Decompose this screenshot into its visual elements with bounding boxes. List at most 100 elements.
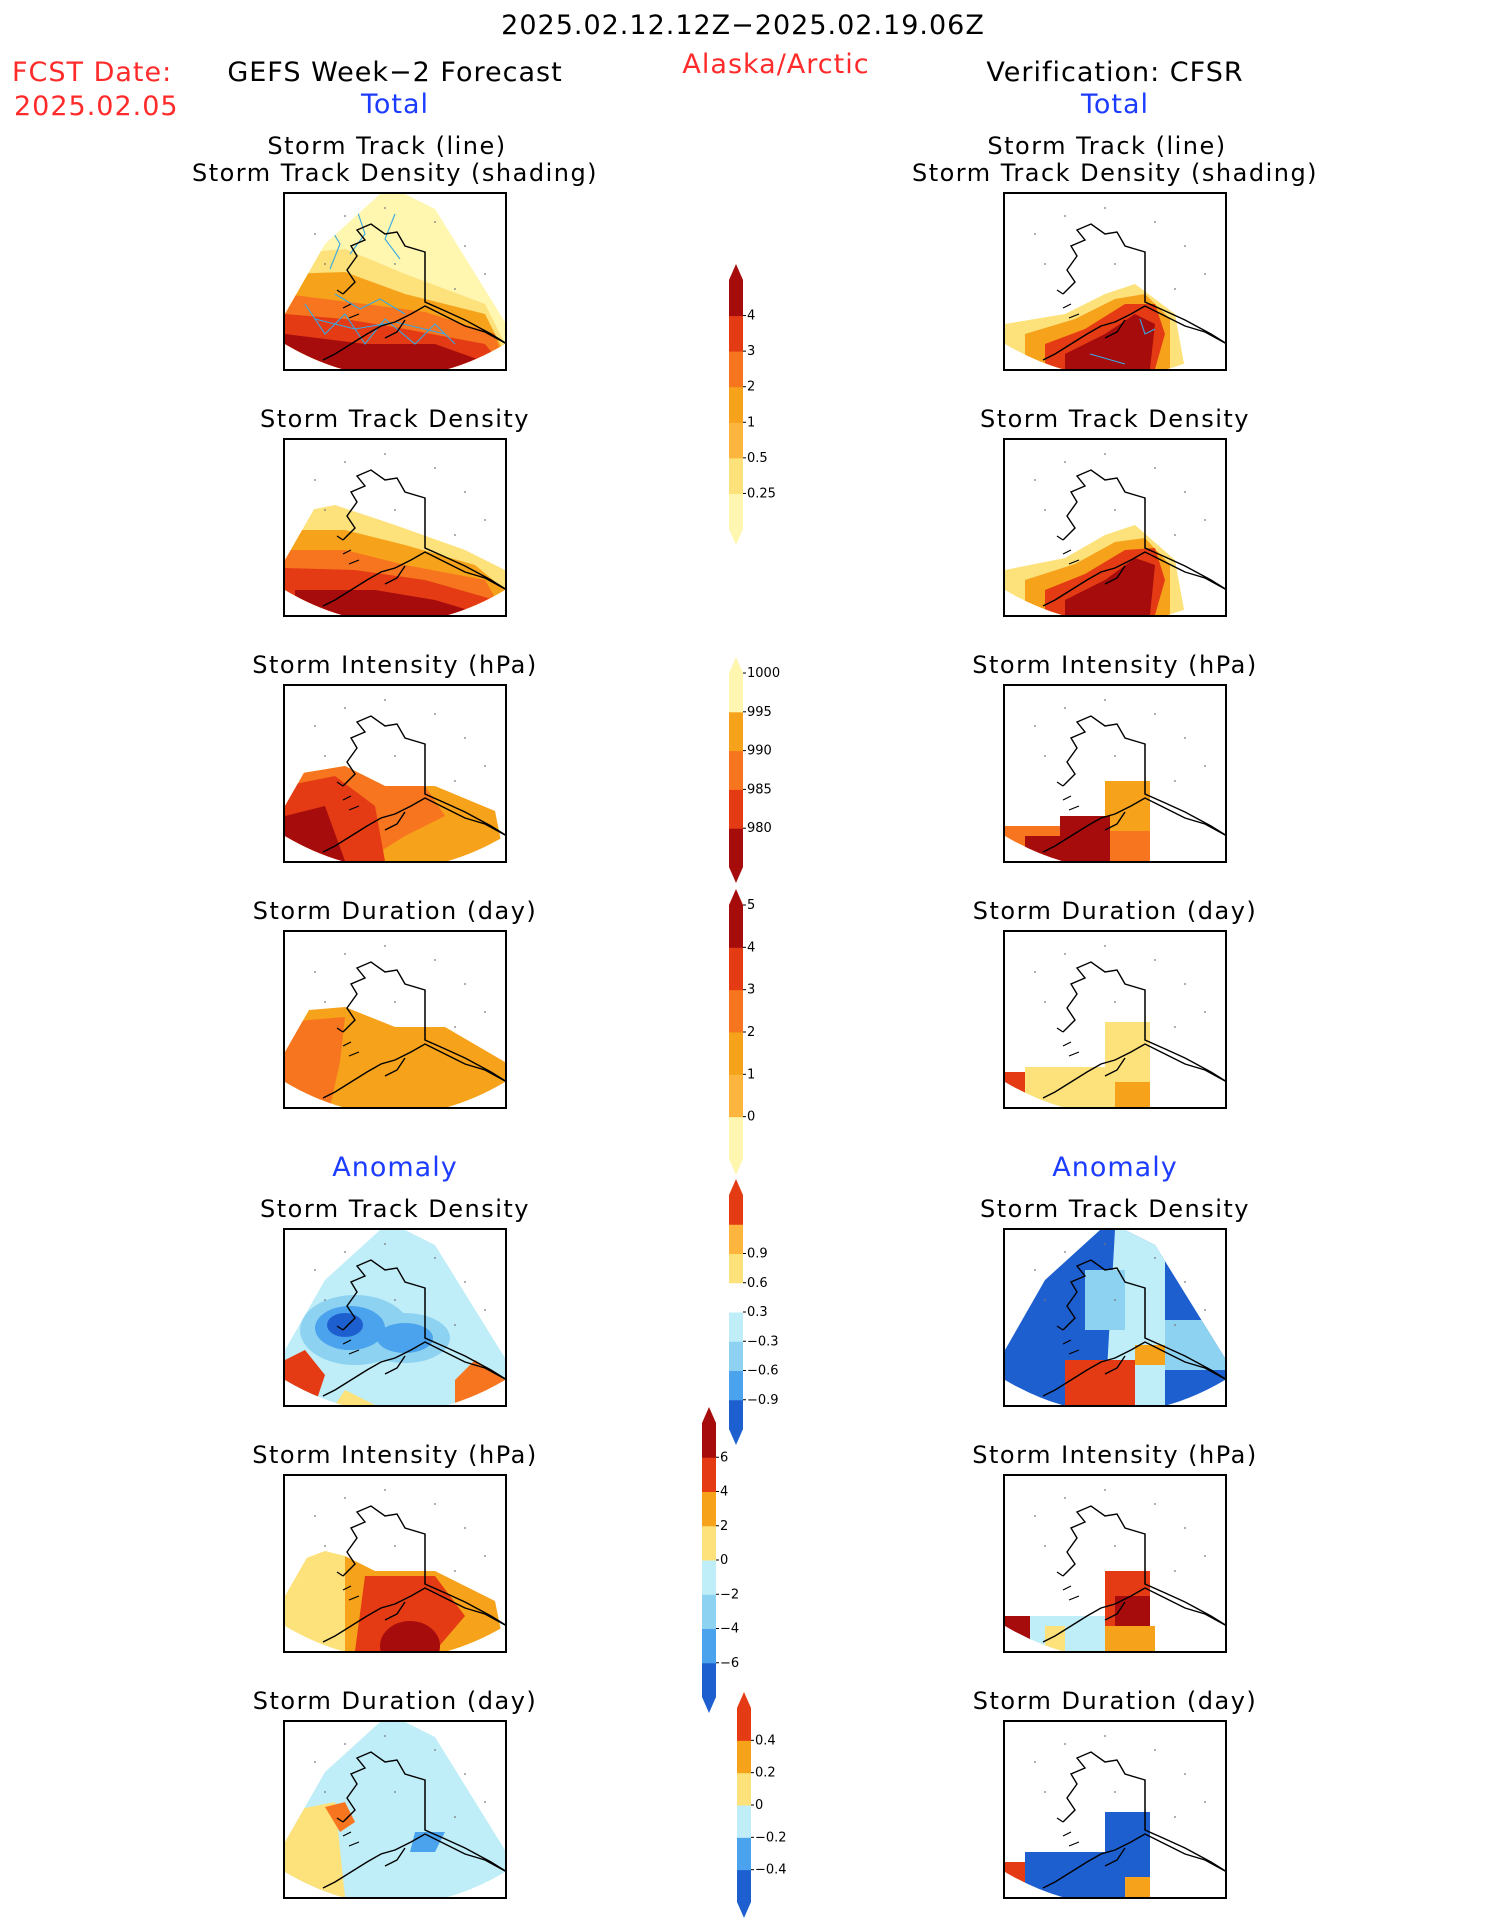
- right-duration-title: Storm Duration (day): [972, 897, 1258, 925]
- density-total-segment: [729, 351, 743, 388]
- valid-period: 2025.02.12.12Z−2025.02.19.06Z: [501, 10, 985, 41]
- intensity-anomaly-segment: [702, 1457, 716, 1492]
- intensity-anomaly-segment: [702, 1628, 716, 1664]
- right-intensity-title: Storm Intensity (hPa): [972, 651, 1258, 679]
- map-gefs-density-anomaly: [283, 1228, 507, 1407]
- duration-total-label: 5: [747, 898, 755, 913]
- intensity-total-segment: [729, 750, 743, 790]
- density-total-top-arrow: [729, 264, 743, 280]
- intensity-anomaly-segment: [702, 1491, 716, 1527]
- duration-anomaly-label: 0.2: [755, 1766, 776, 1781]
- right-anom-intensity-title: Storm Intensity (hPa): [972, 1441, 1258, 1469]
- duration-anomaly-segment: [737, 1708, 751, 1741]
- colorbar-duration-total: 0 1 2 3 4 5: [725, 887, 785, 1177]
- right-total-label: Total: [1080, 89, 1150, 120]
- density-anomaly-label: 0.9: [747, 1247, 768, 1262]
- intensity-anomaly-label: 0: [720, 1553, 728, 1568]
- density-anomaly-top-arrow: [729, 1179, 743, 1195]
- right-track-shading-title: Storm Track Density (shading): [911, 159, 1319, 187]
- density-anomaly-segment: [729, 1253, 743, 1284]
- duration-total-segment: [729, 947, 743, 991]
- duration-total-label: 0: [747, 1110, 755, 1125]
- duration-anomaly-segment: [737, 1869, 751, 1903]
- colorbar-density-total: 0.25 0.5 1 2 3 4: [725, 262, 785, 547]
- duration-total-label: 1: [747, 1067, 755, 1082]
- density-anomaly-label: −0.9: [747, 1393, 779, 1408]
- density-anomaly-segment: [729, 1370, 743, 1401]
- right-density-title: Storm Track Density: [980, 405, 1250, 433]
- map-cfsr-intensity: [1003, 684, 1227, 863]
- duration-total-label: 4: [747, 940, 755, 955]
- intensity-total-segment: [729, 673, 743, 713]
- duration-total-segment: [729, 1032, 743, 1075]
- left-track-shading-title: Storm Track Density (shading): [191, 159, 599, 187]
- intensity-total-label: 995: [747, 705, 772, 720]
- map-gefs-track-line: [283, 192, 507, 371]
- left-anomaly-label: Anomaly: [332, 1152, 458, 1183]
- map-cfsr-duration-anomaly: [1003, 1720, 1227, 1899]
- intensity-anomaly-top-arrow: [702, 1407, 716, 1423]
- duration-anomaly-segment: [737, 1805, 751, 1838]
- region-label: Alaska/Arctic: [682, 49, 870, 80]
- intensity-anomaly-label: −4: [720, 1622, 739, 1637]
- intensity-total-label: 980: [747, 821, 772, 836]
- density-total-segment: [729, 280, 743, 317]
- map-gefs-intensity: [283, 684, 507, 863]
- density-total-segment: [729, 315, 743, 352]
- map-gefs-duration-anomaly: [283, 1720, 507, 1899]
- left-track-line-title: Storm Track (line): [267, 132, 507, 160]
- density-total-label: 2: [747, 380, 755, 395]
- intensity-total-top-arrow: [729, 657, 743, 673]
- left-duration-title: Storm Duration (day): [252, 897, 538, 925]
- duration-anomaly-segment: [737, 1740, 751, 1774]
- intensity-anomaly-label: −6: [720, 1656, 739, 1671]
- left-density-title: Storm Track Density: [260, 405, 530, 433]
- density-anomaly-label: 0.3: [747, 1305, 768, 1320]
- colorbar-duration-anomaly: −0.4 −0.2 0 0.2 0.4: [733, 1690, 803, 1920]
- density-total-label: 4: [747, 309, 755, 324]
- duration-total-segment: [729, 1074, 743, 1118]
- density-total-segment: [729, 386, 743, 423]
- map-gefs-track-density: [283, 438, 507, 617]
- intensity-total-label: 1000: [747, 666, 780, 681]
- intensity-anomaly-label: 4: [720, 1485, 728, 1500]
- left-anom-density-title: Storm Track Density: [260, 1195, 530, 1223]
- duration-total-segment: [729, 1116, 743, 1160]
- right-anom-density-title: Storm Track Density: [980, 1195, 1250, 1223]
- intensity-anomaly-segment: [702, 1662, 716, 1698]
- colorbar-density-anomaly: −0.9 −0.6 −0.3 0.3 0.6 0.9: [725, 1177, 795, 1447]
- density-anomaly-segment: [729, 1224, 743, 1254]
- intensity-total-label: 985: [747, 782, 772, 797]
- density-total-segment: [729, 457, 743, 494]
- duration-anomaly-bottom-arrow: [737, 1902, 751, 1918]
- intensity-total-segment: [729, 711, 743, 752]
- intensity-anomaly-segment: [702, 1525, 716, 1561]
- intensity-anomaly-segment: [702, 1423, 716, 1458]
- right-track-line-title: Storm Track (line): [987, 132, 1227, 160]
- duration-anomaly-label: −0.4: [755, 1863, 787, 1878]
- duration-total-label: 3: [747, 983, 755, 998]
- intensity-anomaly-label: 2: [720, 1519, 728, 1534]
- left-anom-intensity-title: Storm Intensity (hPa): [252, 1441, 538, 1469]
- map-gefs-intensity-anomaly: [283, 1474, 507, 1653]
- intensity-anomaly-segment: [702, 1560, 716, 1595]
- density-total-segment: [729, 422, 743, 459]
- right-anom-duration-title: Storm Duration (day): [972, 1687, 1258, 1715]
- density-anomaly-segment: [729, 1282, 743, 1313]
- left-source-title: GEFS Week−2 Forecast: [227, 57, 563, 88]
- map-cfsr-density-anomaly: [1003, 1228, 1227, 1407]
- density-anomaly-label: −0.3: [747, 1334, 779, 1349]
- density-anomaly-segment: [729, 1341, 743, 1371]
- map-gefs-duration: [283, 930, 507, 1109]
- density-total-label: 3: [747, 344, 755, 359]
- duration-anomaly-label: 0.4: [755, 1733, 776, 1748]
- density-anomaly-bottom-arrow: [729, 1429, 743, 1445]
- density-total-label: 0.25: [747, 486, 776, 501]
- map-cfsr-intensity-anomaly: [1003, 1474, 1227, 1653]
- density-total-label: 0.5: [747, 451, 768, 466]
- duration-total-segment: [729, 905, 743, 948]
- intensity-anomaly-segment: [702, 1594, 716, 1629]
- intensity-total-segment: [729, 789, 743, 829]
- density-anomaly-label: −0.6: [747, 1364, 779, 1379]
- intensity-total-bottom-arrow: [729, 867, 743, 883]
